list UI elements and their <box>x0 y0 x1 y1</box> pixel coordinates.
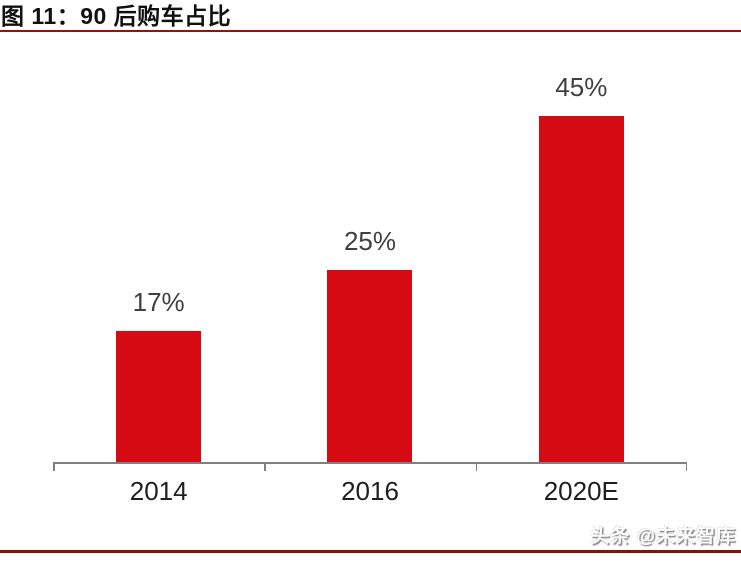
x-axis-label-2014: 2014 <box>129 476 188 506</box>
x-axis-label-2016: 2016 <box>341 476 399 506</box>
bar-2016 <box>327 269 413 462</box>
watermark: 头条 @未来智库 <box>590 526 736 547</box>
x-axis-labels: 2014 2016 2020E <box>53 464 687 505</box>
bar-group-2020E: 45% <box>476 73 687 462</box>
figure-header: 图 11：90 后购车占比 <box>0 0 741 32</box>
bar-2014 <box>116 331 202 462</box>
axis-tick <box>685 464 687 471</box>
bar-group-2016: 25% <box>264 227 475 462</box>
bar-group-2014: 17% <box>53 288 264 462</box>
data-label-2020E: 45% <box>555 71 608 102</box>
axis-tick <box>475 464 478 471</box>
title-underline-rule <box>0 30 741 32</box>
bar-2020E <box>538 115 624 462</box>
axis-tick <box>53 464 55 471</box>
bottom-border-rule <box>0 550 741 553</box>
x-axis-label-2020E: 2020E <box>543 476 619 506</box>
axis-tick <box>264 464 266 471</box>
data-label-2014: 17% <box>132 287 185 318</box>
data-label-2016: 25% <box>343 225 397 256</box>
x-axis: 2014 2016 2020E <box>53 464 687 512</box>
plot-area: 17% 25% 45% <box>53 60 687 464</box>
bar-chart: 17% 25% 45% 2014 2016 2020E <box>53 60 687 512</box>
figure-title: 图 11：90 后购车占比 <box>1 3 232 29</box>
